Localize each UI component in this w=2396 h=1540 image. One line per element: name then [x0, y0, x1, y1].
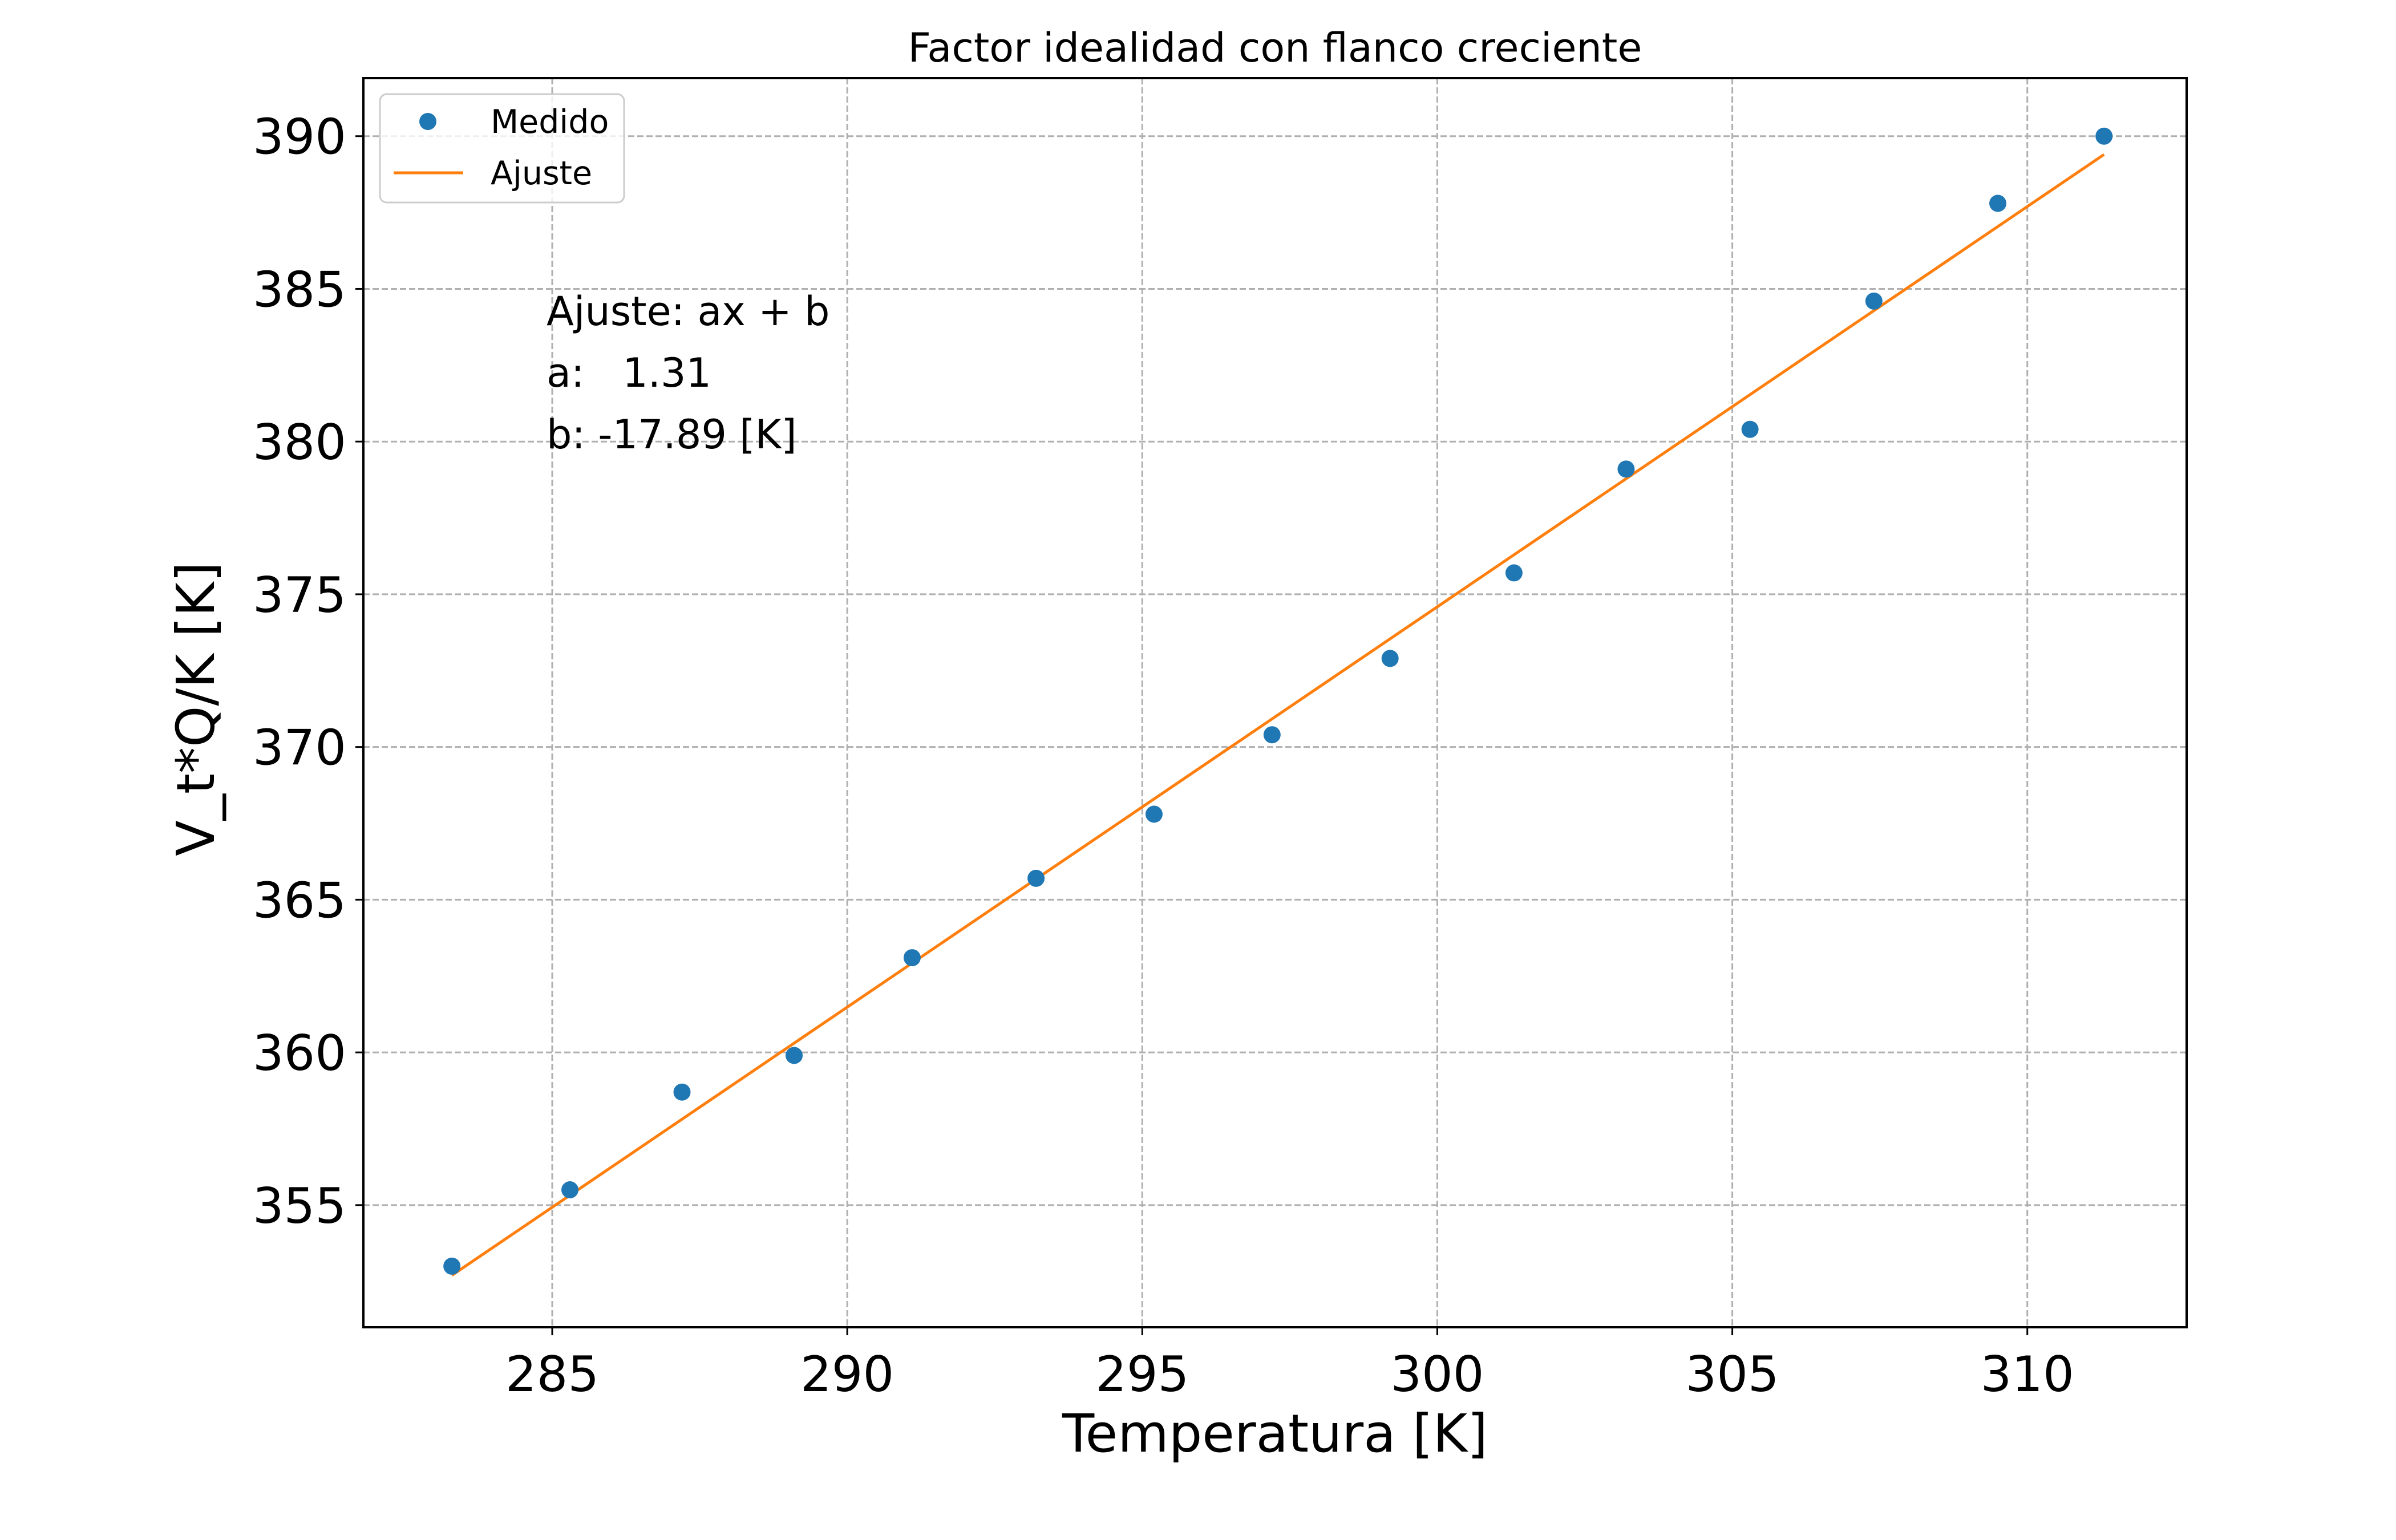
x-tick-label: 285	[505, 1346, 599, 1403]
plot-frame	[362, 77, 2188, 1328]
data-point-medido	[903, 949, 921, 967]
data-point-medido	[673, 1083, 691, 1101]
data-point-medido	[1505, 564, 1523, 582]
y-tick-label: 380	[253, 414, 346, 471]
chart-title: Factor idealidad con flanco creciente	[908, 25, 1642, 71]
fit-annotation: Ajuste: ax + b a: 1.31 b: -17.89 [K]	[547, 288, 829, 458]
y-tick-label: 360	[253, 1025, 346, 1082]
y-tick-label: 390	[253, 109, 346, 166]
data-point-medido	[1145, 805, 1163, 823]
x-tick-label: 310	[1981, 1346, 2074, 1403]
data-point-medido	[1741, 420, 1759, 438]
grid	[363, 78, 2187, 1327]
annotation-line-b: b: -17.89 [K]	[547, 411, 797, 458]
y-tick-label: 385	[253, 261, 346, 318]
data-point-medido	[1263, 726, 1281, 744]
data-point-medido	[561, 1181, 579, 1199]
x-tick-label: 290	[800, 1346, 894, 1403]
fit-line-ajuste	[451, 153, 2105, 1277]
axis-ticks: 285 290 295 300 305 310 355 360 365 370 375 380 385 3…	[253, 109, 2074, 1403]
data-point-medido	[1865, 292, 1883, 310]
x-tick-label: 300	[1390, 1346, 1484, 1403]
legend-label-medido: Medido	[491, 103, 609, 141]
data-point-medido	[1381, 650, 1399, 667]
data-point-medido	[1617, 460, 1635, 478]
legend: Medido Ajuste	[379, 93, 625, 204]
annotation-line-a: a: 1.31	[547, 350, 711, 396]
y-tick-label: 365	[253, 872, 346, 929]
data-point-medido	[1027, 869, 1045, 887]
data-point-medido	[443, 1257, 461, 1275]
legend-marker-medido	[419, 113, 436, 130]
y-tick-label: 355	[253, 1178, 346, 1235]
x-tick-label: 295	[1095, 1346, 1189, 1403]
data-point-medido	[2095, 127, 2113, 145]
annotation-line-formula: Ajuste: ax + b	[547, 288, 829, 335]
x-axis-label: Temperatura [K]	[1062, 1403, 1488, 1464]
legend-label-ajuste: Ajuste	[491, 155, 592, 192]
y-tick-label: 375	[253, 567, 346, 624]
legend-box	[379, 93, 625, 204]
x-tick-label: 305	[1686, 1346, 1779, 1403]
data-points-layer	[443, 127, 2113, 1275]
y-tick-label: 370	[253, 720, 346, 777]
data-point-medido	[786, 1047, 803, 1064]
data-point-medido	[1989, 194, 2007, 212]
fit-line-layer	[451, 153, 2105, 1277]
y-axis-label: V_t*Q/K [K]	[165, 562, 226, 856]
